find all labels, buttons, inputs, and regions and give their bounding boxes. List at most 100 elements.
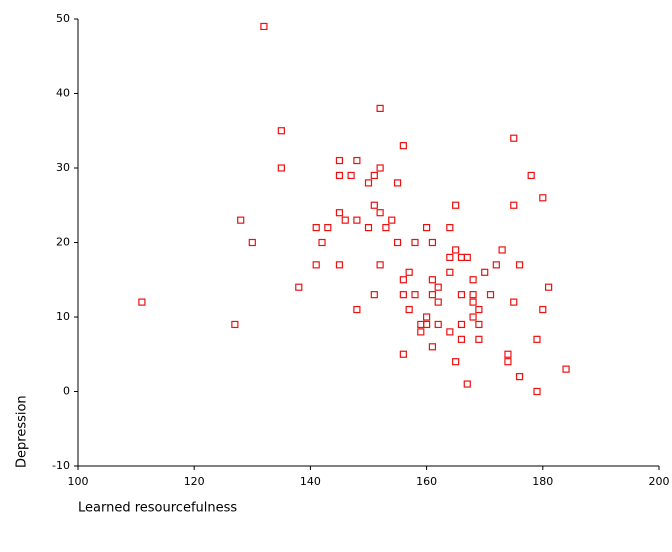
point bbox=[511, 299, 517, 305]
point bbox=[482, 269, 488, 275]
point bbox=[447, 225, 453, 231]
point bbox=[377, 105, 383, 111]
y-tick-label: 10 bbox=[56, 310, 70, 323]
point bbox=[348, 172, 354, 178]
point bbox=[476, 336, 482, 342]
point bbox=[238, 217, 244, 223]
point bbox=[354, 307, 360, 313]
point bbox=[418, 321, 424, 327]
point bbox=[517, 262, 523, 268]
point bbox=[400, 277, 406, 283]
point bbox=[354, 217, 360, 223]
y-tick-label: 50 bbox=[56, 12, 70, 25]
point bbox=[424, 321, 430, 327]
point bbox=[447, 254, 453, 260]
point bbox=[377, 210, 383, 216]
x-axis-label: Learned resourcefulness bbox=[78, 501, 237, 516]
point bbox=[336, 262, 342, 268]
point bbox=[470, 277, 476, 283]
point bbox=[546, 284, 552, 290]
point bbox=[336, 158, 342, 164]
point bbox=[389, 217, 395, 223]
y-tick-label: 40 bbox=[56, 87, 70, 100]
point bbox=[377, 165, 383, 171]
point bbox=[336, 172, 342, 178]
x-tick-label: 100 bbox=[68, 475, 89, 488]
point bbox=[342, 217, 348, 223]
point bbox=[511, 135, 517, 141]
point bbox=[447, 329, 453, 335]
point bbox=[424, 225, 430, 231]
point bbox=[435, 284, 441, 290]
point bbox=[139, 299, 145, 305]
point bbox=[400, 351, 406, 357]
x-tick-label: 120 bbox=[184, 475, 205, 488]
point bbox=[505, 359, 511, 365]
point bbox=[429, 240, 435, 246]
y-tick-label: 20 bbox=[56, 236, 70, 249]
point bbox=[336, 210, 342, 216]
point bbox=[371, 292, 377, 298]
point bbox=[395, 240, 401, 246]
point bbox=[296, 284, 302, 290]
point bbox=[499, 247, 505, 253]
point bbox=[534, 336, 540, 342]
point bbox=[249, 240, 255, 246]
point bbox=[528, 172, 534, 178]
point bbox=[534, 389, 540, 395]
point bbox=[464, 254, 470, 260]
point bbox=[325, 225, 331, 231]
chart: Learned resourcefulness Depression -10 0 1… bbox=[0, 0, 672, 548]
y-tick-label: 0 bbox=[63, 385, 70, 398]
point bbox=[476, 307, 482, 313]
point bbox=[429, 292, 435, 298]
point bbox=[406, 307, 412, 313]
x-tick-label: 160 bbox=[416, 475, 437, 488]
point bbox=[412, 240, 418, 246]
x-tick-label: 200 bbox=[649, 475, 670, 488]
point bbox=[447, 269, 453, 275]
point bbox=[354, 158, 360, 164]
point bbox=[458, 321, 464, 327]
point bbox=[278, 128, 284, 134]
point bbox=[435, 299, 441, 305]
point bbox=[429, 277, 435, 283]
point bbox=[424, 314, 430, 320]
y-axis-label: Depression bbox=[15, 395, 30, 468]
point bbox=[400, 143, 406, 149]
point bbox=[383, 225, 389, 231]
point bbox=[371, 202, 377, 208]
point bbox=[371, 172, 377, 178]
point bbox=[517, 374, 523, 380]
point bbox=[458, 254, 464, 260]
point bbox=[319, 240, 325, 246]
point bbox=[313, 262, 319, 268]
point bbox=[261, 23, 267, 29]
y-tick-label: 30 bbox=[56, 161, 70, 174]
point bbox=[412, 292, 418, 298]
point bbox=[406, 269, 412, 275]
point bbox=[540, 195, 546, 201]
point bbox=[458, 292, 464, 298]
x-tick-label: 180 bbox=[532, 475, 553, 488]
point bbox=[395, 180, 401, 186]
point bbox=[470, 299, 476, 305]
point bbox=[470, 314, 476, 320]
point bbox=[377, 262, 383, 268]
point bbox=[476, 321, 482, 327]
point bbox=[313, 225, 319, 231]
point bbox=[505, 351, 511, 357]
point bbox=[458, 336, 464, 342]
y-tick-label: -10 bbox=[52, 459, 70, 472]
point bbox=[453, 247, 459, 253]
point bbox=[563, 366, 569, 372]
point bbox=[453, 202, 459, 208]
point bbox=[366, 225, 372, 231]
point bbox=[488, 292, 494, 298]
point bbox=[435, 321, 441, 327]
point bbox=[429, 344, 435, 350]
point bbox=[464, 381, 470, 387]
x-tick-label: 140 bbox=[300, 475, 321, 488]
point bbox=[493, 262, 499, 268]
point bbox=[511, 202, 517, 208]
